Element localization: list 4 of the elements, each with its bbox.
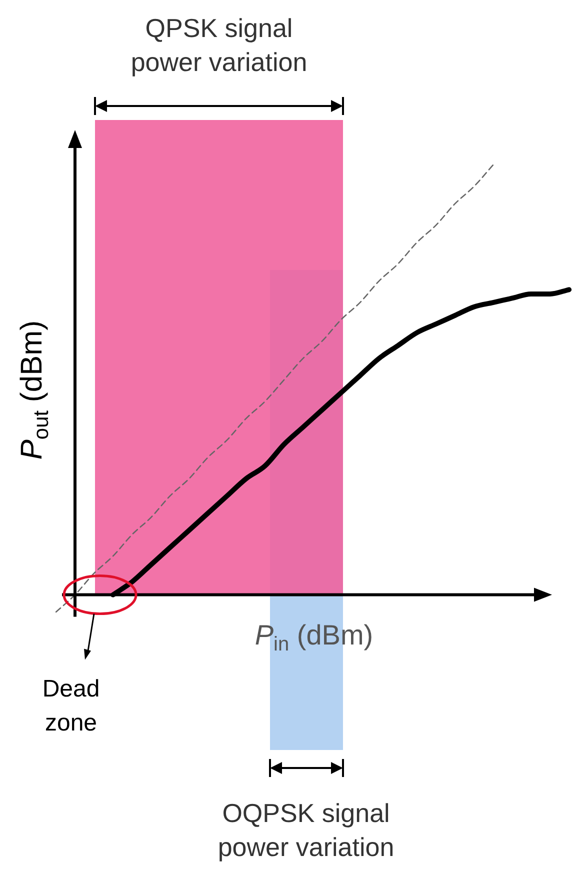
text: OQPSK signal power variation [218, 798, 394, 862]
y-axis-title: Pout (dBm) [15, 320, 53, 460]
text: QPSK signal power variation [130, 13, 308, 78]
text: Dead zone [42, 676, 100, 737]
